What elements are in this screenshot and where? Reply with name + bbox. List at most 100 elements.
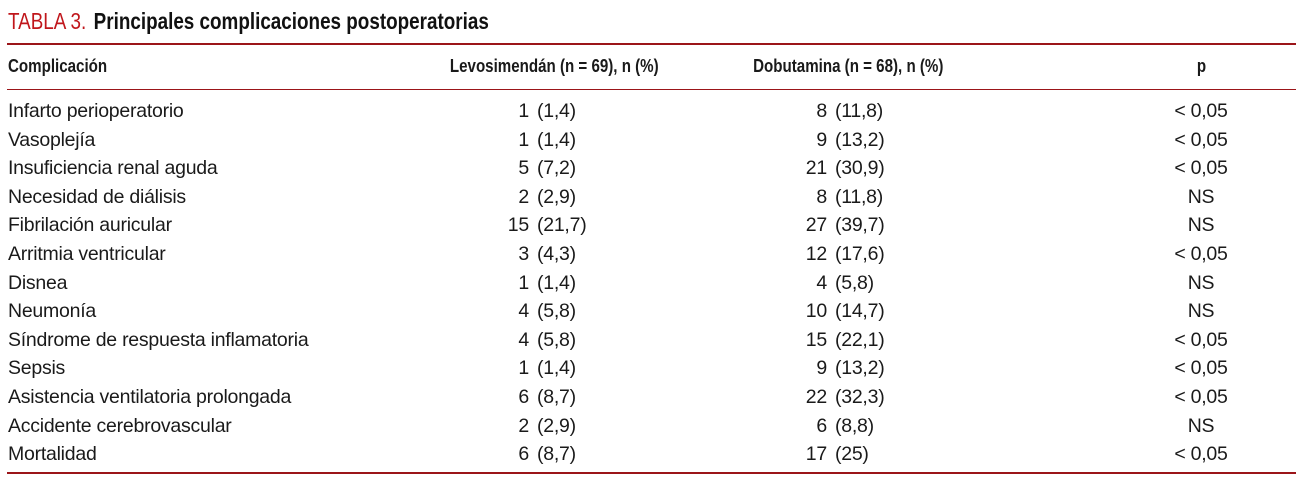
levosimendan-cell: 1 (1,4) [430, 269, 670, 298]
dobutamina-count: 8 [816, 100, 827, 122]
dobutamina-cell: 17 (25) [670, 440, 1026, 469]
levosimendan-cell: 1 (1,4) [430, 97, 670, 126]
levosimendan-cell: 4 (5,8) [430, 326, 670, 355]
complication-cell: Insuficiencia renal aguda [8, 157, 218, 180]
bottom-rule [7, 471, 1296, 474]
dobutamina-cell: 10 (14,7) [670, 297, 1026, 326]
levosimendan-count: 15 [507, 214, 529, 237]
complication-cell: Accidente cerebrovascular [8, 414, 232, 437]
p-value-cell: < 0,05 [1174, 100, 1228, 122]
header-p-value: p [1196, 56, 1206, 77]
dobutamina-cell: 12 (17,6) [670, 240, 1026, 269]
complication-cell: Vasoplejía [8, 128, 96, 151]
levosimendan-percent: (8,7) [537, 443, 576, 466]
complication-cell: Mortalidad [8, 443, 97, 466]
p-value-cell: < 0,05 [1174, 157, 1228, 180]
table-row: Fibrilación auricular 15 (21,7) 27 (39,7) … [0, 211, 1302, 240]
dobutamina-percent: (14,7) [835, 300, 885, 323]
header-rule [7, 88, 1296, 90]
table-header-row: Complicación Levosimendán (n = 69), n (%… [0, 45, 1302, 89]
levosimendan-cell: 15 (21,7) [430, 211, 670, 240]
levosimendan-percent: (21,7) [537, 214, 587, 237]
dobutamina-percent: (5,8) [835, 271, 874, 294]
levosimendan-count: 2 [518, 414, 529, 437]
levosimendan-percent: (1,4) [537, 271, 576, 294]
p-value-cell: NS [1187, 300, 1215, 323]
p-value-cell: NS [1187, 185, 1215, 208]
levosimendan-count: 1 [518, 128, 529, 151]
levosimendan-percent: (2,9) [537, 185, 576, 208]
levosimendan-cell: 6 (8,7) [430, 440, 670, 469]
complication-cell: Fibrilación auricular [8, 214, 172, 237]
dobutamina-count: 10 [805, 300, 827, 323]
dobutamina-count: 6 [816, 414, 827, 437]
levosimendan-cell: 5 (7,2) [430, 154, 670, 183]
table-row: Síndrome de respuesta inflamatoria 4 (5,8… [0, 326, 1302, 355]
dobutamina-count: 9 [816, 357, 827, 380]
levosimendan-percent: (7,2) [537, 157, 576, 180]
dobutamina-count: 21 [805, 157, 827, 180]
table-row: Neumonía 4 (5,8) 10 (14,7) NS [0, 297, 1302, 326]
complication-cell: Arritmia ventricular [8, 242, 166, 265]
dobutamina-percent: (13,2) [835, 128, 885, 151]
table-title: TABLA 3. Principales complicaciones posto… [8, 7, 1069, 35]
p-value-cell: < 0,05 [1174, 357, 1228, 380]
levosimendan-cell: 3 (4,3) [430, 240, 670, 269]
levosimendan-cell: 1 (1,4) [430, 126, 670, 155]
levosimendan-count: 4 [518, 300, 529, 323]
dobutamina-cell: 15 (22,1) [670, 326, 1026, 355]
dobutamina-count: 15 [805, 328, 827, 351]
p-value-cell: NS [1187, 214, 1215, 237]
table-row: Arritmia ventricular 3 (4,3) 12 (17,6) < 0… [0, 240, 1302, 269]
levosimendan-count: 3 [518, 242, 529, 265]
p-value-cell: NS [1187, 271, 1215, 294]
dobutamina-cell: 8 (11,8) [670, 183, 1026, 212]
levosimendan-percent: (4,3) [537, 242, 576, 265]
complication-cell: Neumonía [8, 300, 96, 323]
levosimendan-count: 2 [518, 185, 529, 208]
levosimendan-cell: 1 (1,4) [430, 354, 670, 383]
levosimendan-percent: (1,4) [537, 128, 576, 151]
levosimendan-count: 1 [518, 357, 529, 380]
levosimendan-cell: 2 (2,9) [430, 183, 670, 212]
table-title-text: Principales complicaciones postoperatori… [93, 8, 489, 34]
dobutamina-percent: (11,8) [835, 185, 883, 208]
dobutamina-count: 22 [805, 385, 827, 408]
dobutamina-percent: (39,7) [835, 214, 885, 237]
levosimendan-percent: (5,8) [537, 300, 576, 323]
levosimendan-percent: (8,7) [537, 385, 576, 408]
table-row: Sepsis 1 (1,4) 9 (13,2) < 0,05 [0, 354, 1302, 383]
p-value-cell: NS [1187, 414, 1215, 437]
dobutamina-count: 8 [816, 185, 827, 208]
dobutamina-cell: 27 (39,7) [670, 211, 1026, 240]
dobutamina-percent: (17,6) [835, 242, 885, 265]
p-value-cell: < 0,05 [1174, 128, 1228, 151]
dobutamina-percent: (30,9) [835, 157, 885, 180]
levosimendan-cell: 2 (2,9) [430, 412, 670, 441]
levosimendan-count: 5 [518, 157, 529, 180]
dobutamina-cell: 9 (13,2) [670, 354, 1026, 383]
table-row: Necesidad de diálisis 2 (2,9) 8 (11,8) NS [0, 183, 1302, 212]
table-row: Vasoplejía 1 (1,4) 9 (13,2) < 0,05 [0, 126, 1302, 155]
levosimendan-count: 1 [518, 271, 529, 294]
p-value-cell: < 0,05 [1174, 385, 1228, 408]
table-row: Infarto perioperatorio 1 (1,4) 8 (11,8) < … [0, 97, 1302, 126]
levosimendan-cell: 4 (5,8) [430, 297, 670, 326]
table-row: Mortalidad 6 (8,7) 17 (25) < 0,05 [0, 440, 1302, 469]
header-levosimendan: Levosimendán (n = 69), n (%) [449, 56, 659, 77]
complication-cell: Síndrome de respuesta inflamatoria [8, 328, 309, 351]
table-body: Infarto perioperatorio 1 (1,4) 8 (11,8) < … [0, 90, 1302, 469]
dobutamina-percent: (22,1) [835, 328, 885, 351]
top-rule [7, 43, 1296, 45]
levosimendan-percent: (2,9) [537, 414, 576, 437]
table-row: Disnea 1 (1,4) 4 (5,8) NS [0, 269, 1302, 298]
complication-cell: Necesidad de diálisis [8, 185, 186, 208]
levosimendan-percent: (1,4) [537, 357, 576, 380]
complication-cell: Sepsis [8, 357, 66, 380]
levosimendan-count: 4 [518, 328, 529, 351]
p-value-cell: < 0,05 [1174, 242, 1228, 265]
dobutamina-cell: 4 (5,8) [670, 269, 1026, 298]
header-dobutamina: Dobutamina (n = 68), n (%) [752, 56, 944, 77]
levosimendan-count: 6 [518, 385, 529, 408]
